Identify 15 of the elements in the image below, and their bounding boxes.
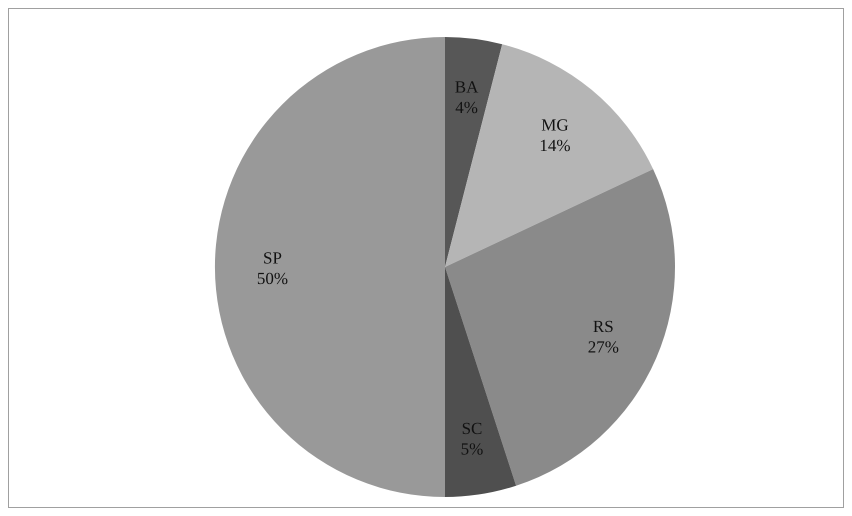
data-label: 50% bbox=[256, 269, 288, 288]
pie-slice bbox=[445, 44, 654, 267]
pie-slice bbox=[215, 37, 445, 497]
pie-slice bbox=[445, 37, 502, 267]
pie-slice bbox=[445, 169, 675, 486]
slice-label: SC bbox=[462, 418, 482, 438]
data-label: 5% bbox=[460, 439, 484, 458]
slice-label: RS bbox=[592, 317, 614, 336]
data-label: 27% bbox=[588, 338, 619, 357]
data-label: 14% bbox=[539, 136, 571, 156]
slice-label: SP bbox=[263, 248, 282, 268]
slice-label: MG bbox=[541, 116, 569, 135]
pie-slice bbox=[445, 267, 516, 497]
data-label: 4% bbox=[455, 98, 478, 117]
slice-label: BA bbox=[454, 77, 480, 96]
